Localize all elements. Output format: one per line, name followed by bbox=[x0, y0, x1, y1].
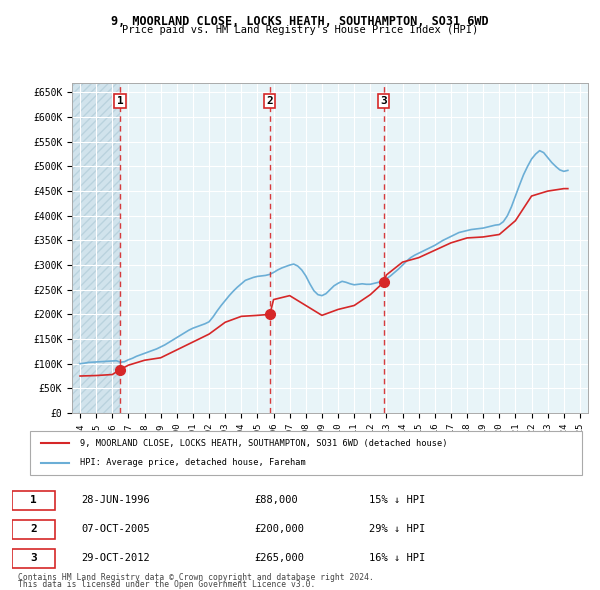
Text: 9, MOORLAND CLOSE, LOCKS HEATH, SOUTHAMPTON, SO31 6WD (detached house): 9, MOORLAND CLOSE, LOCKS HEATH, SOUTHAMP… bbox=[80, 438, 447, 448]
Text: £88,000: £88,000 bbox=[254, 495, 298, 505]
Text: 3: 3 bbox=[30, 553, 37, 563]
Text: 07-OCT-2005: 07-OCT-2005 bbox=[81, 524, 150, 534]
Text: Price paid vs. HM Land Registry's House Price Index (HPI): Price paid vs. HM Land Registry's House … bbox=[122, 25, 478, 35]
FancyBboxPatch shape bbox=[12, 490, 55, 510]
Text: 29% ↓ HPI: 29% ↓ HPI bbox=[369, 524, 425, 534]
Text: 16% ↓ HPI: 16% ↓ HPI bbox=[369, 553, 425, 563]
Bar bbox=[72, 83, 120, 413]
Text: £265,000: £265,000 bbox=[254, 553, 304, 563]
Text: 15% ↓ HPI: 15% ↓ HPI bbox=[369, 495, 425, 505]
Text: Contains HM Land Registry data © Crown copyright and database right 2024.: Contains HM Land Registry data © Crown c… bbox=[18, 573, 374, 582]
Text: £200,000: £200,000 bbox=[254, 524, 304, 534]
Text: 2: 2 bbox=[30, 524, 37, 534]
Text: 1: 1 bbox=[30, 495, 37, 505]
Text: 3: 3 bbox=[380, 96, 387, 106]
Text: HPI: Average price, detached house, Fareham: HPI: Average price, detached house, Fare… bbox=[80, 458, 305, 467]
Text: 9, MOORLAND CLOSE, LOCKS HEATH, SOUTHAMPTON, SO31 6WD: 9, MOORLAND CLOSE, LOCKS HEATH, SOUTHAMP… bbox=[111, 15, 489, 28]
Text: 29-OCT-2012: 29-OCT-2012 bbox=[81, 553, 150, 563]
Text: 28-JUN-1996: 28-JUN-1996 bbox=[81, 495, 150, 505]
Text: This data is licensed under the Open Government Licence v3.0.: This data is licensed under the Open Gov… bbox=[18, 580, 316, 589]
FancyBboxPatch shape bbox=[12, 520, 55, 539]
Text: 1: 1 bbox=[116, 96, 124, 106]
FancyBboxPatch shape bbox=[12, 549, 55, 568]
FancyBboxPatch shape bbox=[30, 431, 582, 475]
Text: 2: 2 bbox=[266, 96, 273, 106]
